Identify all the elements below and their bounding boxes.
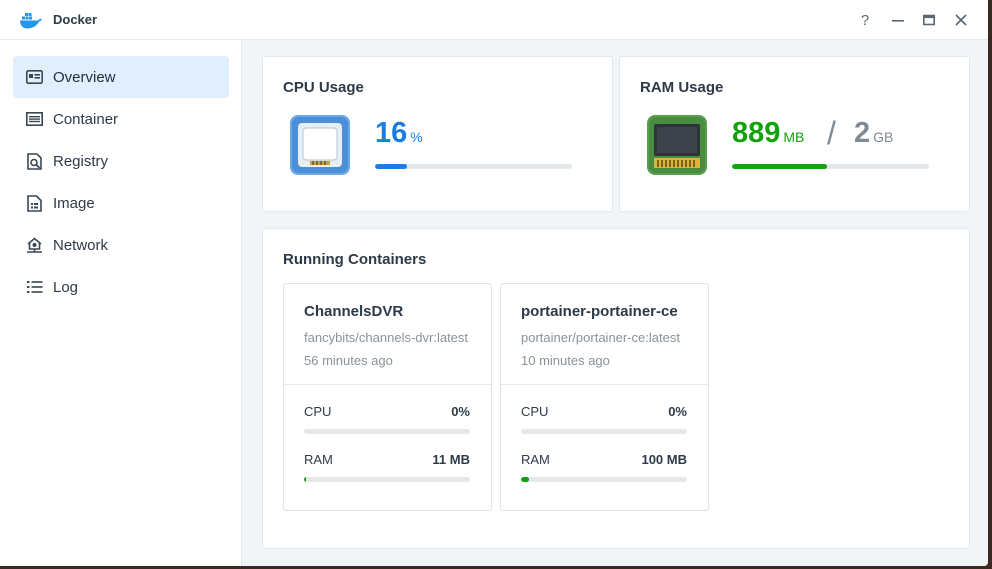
cpu-bar	[304, 429, 470, 434]
cpu-usage-card: CPU Usage 16%	[262, 56, 613, 212]
container-icon	[26, 111, 43, 128]
cpu-usage-value: 16%	[375, 117, 423, 150]
ram-usage-title: RAM Usage	[640, 79, 724, 96]
ram-total-value: 2 GB	[854, 117, 893, 150]
cpu-usage-title: CPU Usage	[283, 79, 364, 96]
cpu-label: CPU	[304, 404, 332, 419]
ram-used-number: 889	[732, 117, 781, 149]
ram-usage-bar	[732, 164, 929, 169]
sidebar-item-label: Network	[53, 236, 109, 254]
sidebar-item-container[interactable]: Container	[13, 98, 229, 140]
help-icon: ?	[860, 11, 870, 29]
ram-value: 100 MB	[641, 452, 687, 467]
sidebar-item-image[interactable]: Image	[13, 182, 229, 224]
container-card-portainer[interactable]: portainer-portainer-ce portainer/portain…	[500, 283, 709, 511]
sidebar-item-registry[interactable]: Registry	[13, 140, 229, 182]
sidebar-item-log[interactable]: Log	[13, 266, 229, 308]
cpu-usage-bar	[375, 164, 572, 169]
sidebar-item-label: Registry	[53, 152, 109, 170]
cpu-value: 0%	[451, 404, 470, 419]
sidebar-item-label: Log	[53, 278, 79, 296]
ram-chip-icon	[647, 115, 707, 175]
ram-total-number: 2	[854, 117, 871, 149]
cpu-chip-icon	[290, 115, 350, 175]
ram-bar	[521, 477, 687, 482]
cpu-percent-number: 16	[375, 117, 408, 149]
ram-bar-fill	[521, 477, 530, 482]
cpu-percent-unit: %	[410, 129, 423, 145]
container-image: fancybits/channels-dvr:latest	[304, 330, 469, 345]
ram-bar	[304, 477, 470, 482]
ram-separator: /	[827, 115, 836, 151]
app-title: Docker	[53, 12, 98, 27]
ram-used-unit: MB	[783, 129, 805, 145]
close-button[interactable]	[951, 10, 971, 30]
overview-panel: CPU Usage 16% RAM Usage	[242, 40, 988, 566]
ram-usage-card: RAM Usage 889 MB /	[619, 56, 970, 212]
overview-icon	[26, 69, 43, 86]
ram-label: RAM	[304, 452, 333, 467]
scrollbar[interactable]	[984, 40, 988, 566]
running-containers-card: Running Containers ChannelsDVR fancybits…	[262, 228, 970, 549]
ram-bar-fill	[304, 477, 306, 482]
sidebar-item-network[interactable]: Network	[13, 224, 229, 266]
container-uptime: 56 minutes ago	[304, 353, 393, 368]
network-icon	[26, 237, 43, 254]
container-card-channelsdvr[interactable]: ChannelsDVR fancybits/channels-dvr:lates…	[283, 283, 492, 511]
container-uptime: 10 minutes ago	[521, 353, 610, 368]
sidebar: Overview Container Registry Image Networ…	[0, 40, 242, 566]
sidebar-item-label: Image	[53, 194, 95, 212]
running-containers-title: Running Containers	[283, 251, 427, 268]
container-name: portainer-portainer-ce	[521, 303, 678, 320]
divider	[284, 384, 491, 385]
cpu-usage-bar-fill	[375, 164, 407, 169]
ram-total-unit: GB	[873, 129, 894, 145]
ram-label: RAM	[521, 452, 550, 467]
minimize-button[interactable]	[888, 10, 908, 30]
help-button[interactable]: ?	[855, 10, 875, 30]
ram-usage-bar-fill	[732, 164, 827, 169]
title-bar: Docker ?	[0, 0, 988, 40]
ram-value: 11 MB	[432, 452, 470, 467]
registry-icon	[26, 152, 43, 170]
ram-used-value: 889 MB	[732, 117, 804, 150]
minimize-icon	[892, 20, 904, 22]
docker-whale-icon	[20, 13, 42, 29]
image-icon	[26, 194, 43, 212]
cpu-value: 0%	[668, 404, 687, 419]
container-name: ChannelsDVR	[304, 303, 404, 320]
sidebar-item-label: Overview	[53, 68, 116, 86]
divider	[501, 384, 708, 385]
log-icon	[26, 279, 43, 296]
close-icon	[955, 14, 967, 26]
maximize-icon	[923, 14, 935, 26]
cpu-bar	[521, 429, 687, 434]
container-image: portainer/portainer-ce:latest	[521, 330, 680, 345]
sidebar-item-label: Container	[53, 110, 119, 128]
sidebar-item-overview[interactable]: Overview	[13, 56, 229, 98]
cpu-label: CPU	[521, 404, 549, 419]
maximize-button[interactable]	[919, 10, 939, 30]
